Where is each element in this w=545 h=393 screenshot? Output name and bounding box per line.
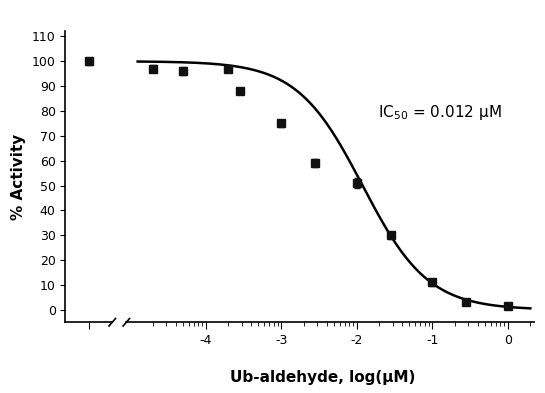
Text: Ub-aldehyde, log(μM): Ub-aldehyde, log(μM)	[231, 370, 416, 385]
Y-axis label: % Activity: % Activity	[11, 134, 26, 220]
Text: IC$_{50}$ = 0.012 μM: IC$_{50}$ = 0.012 μM	[378, 103, 501, 122]
